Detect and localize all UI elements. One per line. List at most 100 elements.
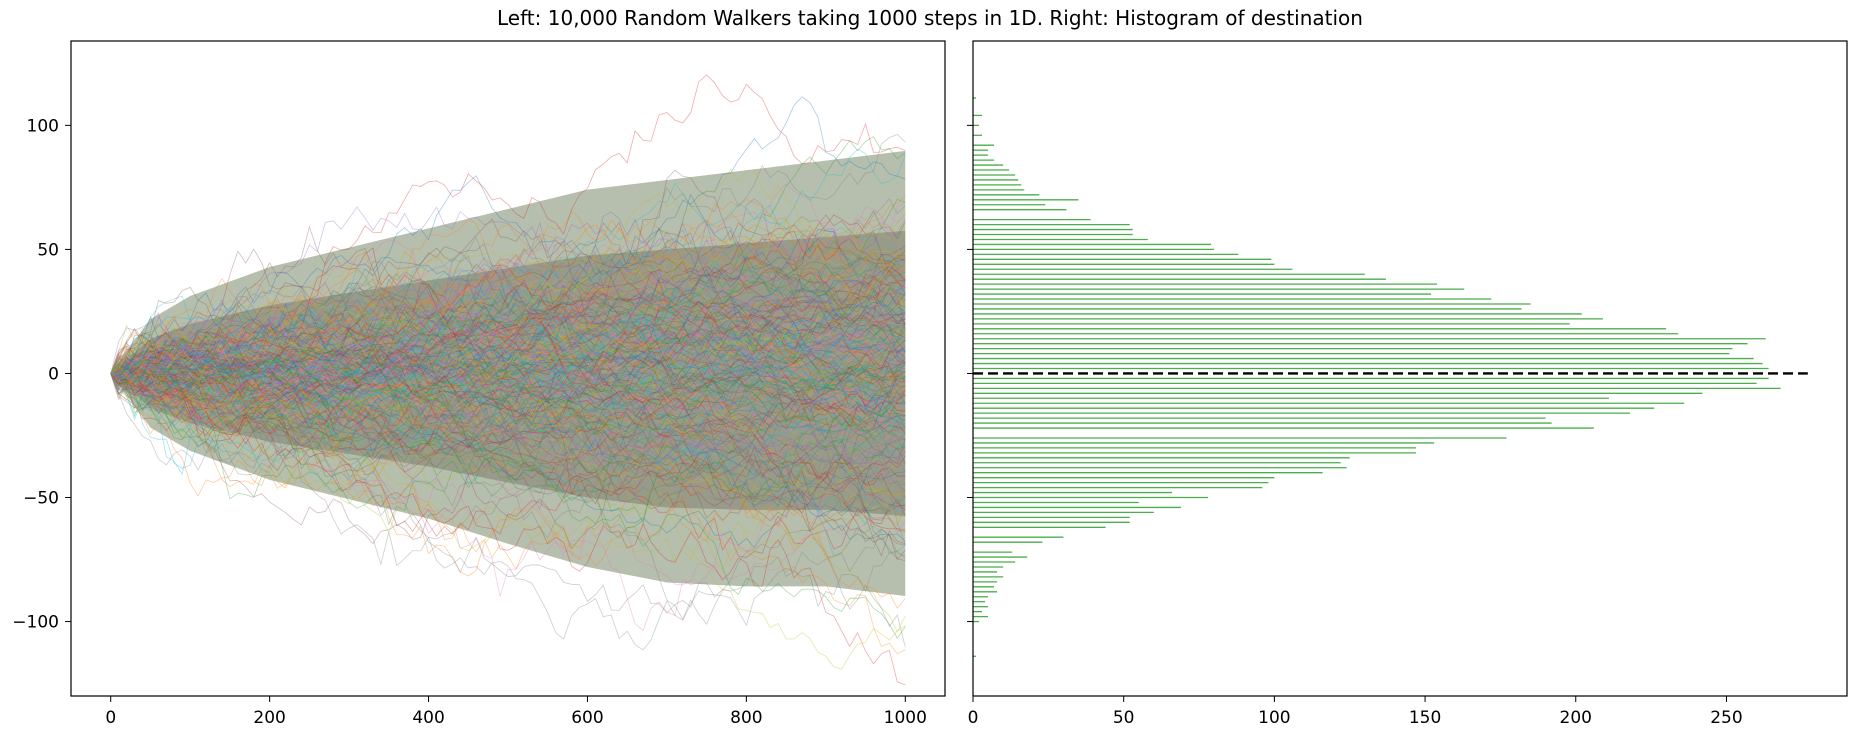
walker-line bbox=[110, 348, 906, 412]
walker-line bbox=[110, 364, 906, 426]
walker-line bbox=[110, 289, 906, 419]
walker-line bbox=[110, 306, 906, 526]
walker-line bbox=[110, 373, 906, 572]
walker-line bbox=[110, 327, 906, 485]
walker-line bbox=[110, 206, 906, 407]
walker-line bbox=[110, 329, 906, 462]
walker-line bbox=[110, 247, 906, 424]
walker-line bbox=[110, 358, 906, 597]
y-tick-label: 50 bbox=[37, 240, 59, 260]
walker-line bbox=[110, 369, 906, 446]
walker-line bbox=[110, 283, 906, 383]
walker-line bbox=[110, 329, 906, 389]
walker-line bbox=[110, 334, 906, 445]
walker-line bbox=[110, 316, 906, 408]
walker-density-inner bbox=[110, 230, 906, 517]
walker-line bbox=[110, 342, 906, 434]
walker-line bbox=[110, 305, 906, 376]
walker-line bbox=[110, 367, 906, 474]
walker-line bbox=[110, 290, 906, 383]
walker-line bbox=[110, 168, 906, 374]
walker-line bbox=[110, 248, 906, 412]
walker-line bbox=[110, 214, 906, 410]
walker-line bbox=[110, 309, 906, 403]
walker-line bbox=[110, 201, 906, 424]
walker-line bbox=[110, 287, 906, 487]
walker-line bbox=[110, 361, 906, 396]
walker-line bbox=[110, 364, 906, 455]
walker-line bbox=[110, 365, 906, 473]
walker-line bbox=[110, 359, 906, 473]
walker-line bbox=[110, 370, 906, 464]
walker-line bbox=[110, 281, 906, 410]
walker-line bbox=[110, 302, 906, 385]
walker-line bbox=[110, 263, 906, 390]
walker-line bbox=[110, 268, 906, 374]
walker-line bbox=[110, 349, 906, 452]
walker-line bbox=[110, 351, 906, 446]
x-tick-label: 0 bbox=[105, 708, 116, 728]
walker-line bbox=[110, 317, 906, 380]
walker-line bbox=[110, 214, 906, 388]
walker-line bbox=[110, 364, 906, 670]
walker-line bbox=[110, 74, 906, 392]
walker-line bbox=[110, 219, 906, 374]
walker-line bbox=[110, 238, 906, 406]
walker-line bbox=[110, 346, 906, 410]
walker-line bbox=[110, 323, 906, 411]
walker-line bbox=[110, 218, 906, 374]
walker-line bbox=[110, 343, 906, 494]
walker-line bbox=[110, 326, 906, 389]
walker-line bbox=[110, 296, 906, 410]
walker-line bbox=[110, 363, 906, 549]
walker-line bbox=[110, 134, 906, 398]
walker-line bbox=[110, 340, 906, 402]
y-tick-label: 0 bbox=[48, 364, 59, 384]
walker-line bbox=[110, 276, 906, 399]
walker-line bbox=[110, 370, 906, 509]
x-tick-label: 100 bbox=[1258, 708, 1290, 728]
walker-line bbox=[110, 348, 906, 472]
walker-line bbox=[110, 334, 906, 404]
walker-line bbox=[110, 216, 906, 374]
walker-line bbox=[110, 245, 906, 439]
walker-line bbox=[110, 351, 906, 448]
walkers-y-ticks: −100 −50 0 50 100 bbox=[12, 116, 71, 633]
histogram-y-ticks bbox=[967, 124, 973, 623]
walker-line bbox=[110, 335, 906, 437]
walker-line bbox=[110, 213, 906, 454]
walker-line bbox=[110, 226, 906, 488]
walker-line bbox=[110, 319, 906, 389]
walker-line bbox=[110, 298, 906, 437]
walker-line bbox=[110, 353, 906, 480]
walker-line bbox=[110, 365, 906, 412]
walker-line bbox=[110, 239, 906, 396]
walker-line bbox=[110, 338, 906, 475]
x-tick-label: 0 bbox=[968, 708, 979, 728]
walker-line bbox=[110, 169, 906, 398]
histogram-x-ticks: 0 50 100 150 200 250 bbox=[968, 696, 1743, 728]
walker-line bbox=[110, 368, 906, 686]
walker-line bbox=[110, 341, 906, 486]
walker-line bbox=[110, 345, 906, 521]
walker-line bbox=[110, 334, 906, 435]
walker-line bbox=[110, 331, 906, 401]
walker-line bbox=[110, 327, 906, 483]
walker-line bbox=[110, 355, 906, 534]
walker-line bbox=[110, 278, 906, 410]
walker-line bbox=[110, 285, 906, 387]
walker-line bbox=[110, 303, 906, 374]
walker-line bbox=[110, 288, 906, 418]
walker-line bbox=[110, 359, 906, 460]
walker-line bbox=[110, 309, 906, 411]
walker-line bbox=[110, 279, 906, 394]
walker-line bbox=[110, 362, 906, 432]
walker-line bbox=[110, 247, 906, 389]
walker-line bbox=[110, 210, 906, 374]
walker-line bbox=[110, 359, 906, 651]
walker-line bbox=[110, 340, 906, 394]
walker-line bbox=[110, 327, 906, 408]
walker-line bbox=[110, 175, 906, 387]
walker-line bbox=[110, 260, 906, 430]
walker-line bbox=[110, 246, 906, 375]
